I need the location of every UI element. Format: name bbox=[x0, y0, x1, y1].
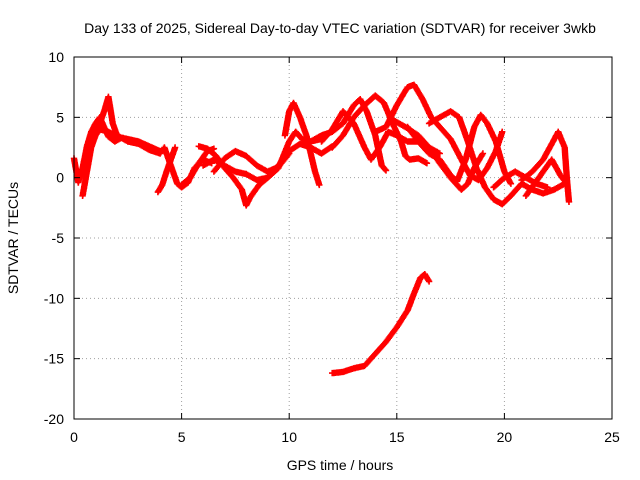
series-arc-o bbox=[404, 111, 515, 187]
data-markers bbox=[88, 126, 164, 155]
data-markers bbox=[154, 144, 179, 196]
y-tick-label: 10 bbox=[48, 49, 64, 65]
y-tick-label: -5 bbox=[52, 230, 65, 246]
axis-ticks: 0 5 10 15 20 25 -20 -15 -10 -5 0 5 10 bbox=[44, 49, 620, 445]
y-tick-label: -10 bbox=[44, 290, 64, 306]
y-tick-label: 5 bbox=[56, 109, 64, 125]
x-tick-label: 20 bbox=[497, 429, 513, 445]
data-markers bbox=[307, 96, 390, 174]
y-tick-label: -20 bbox=[44, 411, 64, 427]
series-arc-p bbox=[425, 108, 568, 208]
x-tick-label: 0 bbox=[70, 429, 78, 445]
series-arc-c bbox=[88, 126, 164, 155]
data-markers bbox=[404, 111, 515, 187]
data-markers bbox=[329, 271, 433, 377]
data-markers bbox=[281, 99, 323, 189]
chart-title: Day 133 of 2025, Sidereal Day-to-day VTE… bbox=[84, 20, 596, 36]
x-tick-label: 10 bbox=[281, 429, 297, 445]
data-markers bbox=[425, 108, 568, 208]
series-arc-r bbox=[518, 128, 573, 205]
y-axis-label: SDTVAR / TECUs bbox=[5, 182, 21, 294]
series-arc-s bbox=[522, 156, 570, 199]
series-arc-d bbox=[154, 144, 179, 196]
series-arc-l bbox=[329, 92, 431, 167]
series-arc-i bbox=[281, 99, 323, 189]
data-markers bbox=[522, 156, 570, 199]
x-tick-label: 25 bbox=[604, 429, 620, 445]
y-tick-label: 0 bbox=[56, 170, 64, 186]
series-arc-j bbox=[307, 96, 390, 174]
x-tick-label: 5 bbox=[178, 429, 186, 445]
y-tick-label: -15 bbox=[44, 351, 64, 367]
data-markers bbox=[518, 128, 573, 205]
x-axis-label: GPS time / hours bbox=[287, 457, 394, 473]
series-arc-t bbox=[329, 271, 433, 377]
x-tick-label: 15 bbox=[389, 429, 405, 445]
data-markers bbox=[329, 92, 431, 167]
data-series bbox=[70, 81, 573, 377]
